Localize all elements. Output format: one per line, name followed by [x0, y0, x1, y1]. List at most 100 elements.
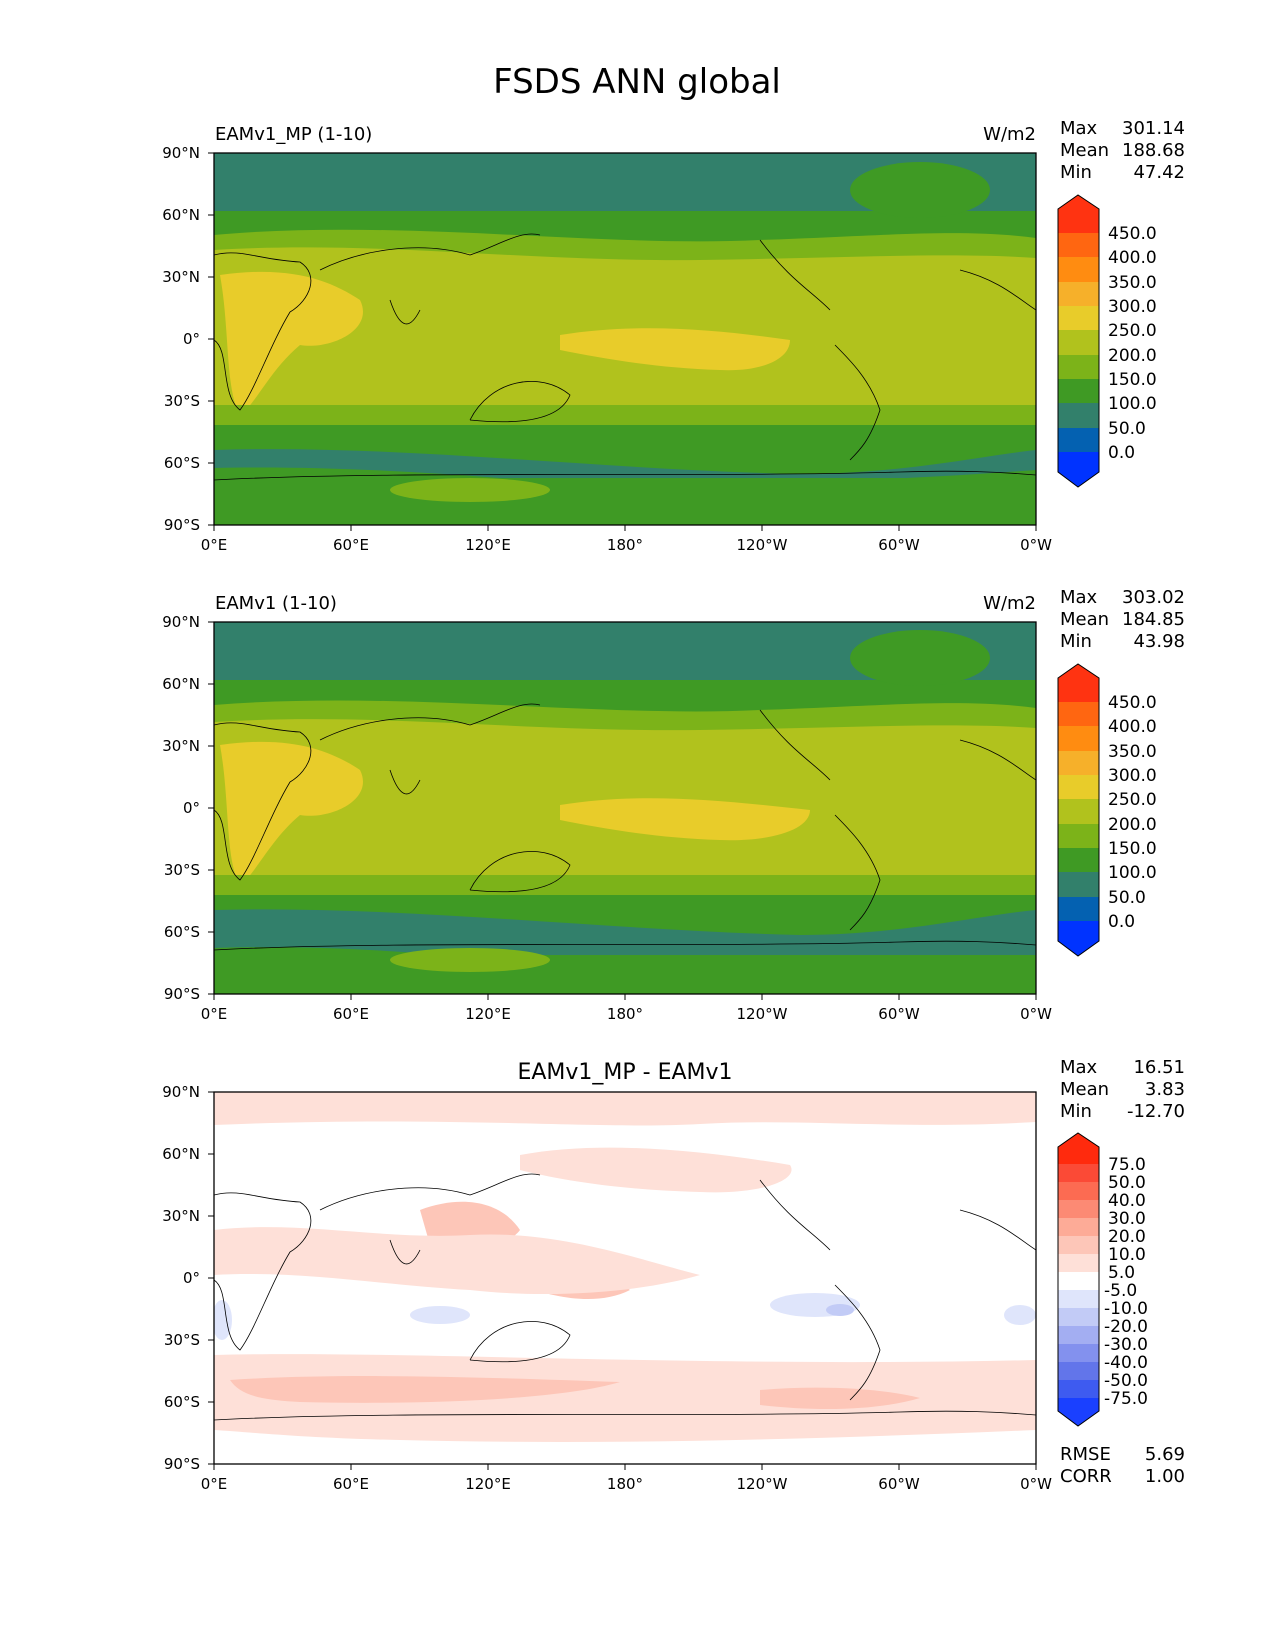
cb-top-tri: [1058, 1133, 1099, 1147]
panel-3-metrics: RMSE 5.69 CORR 1.00: [1060, 1444, 1185, 1487]
cb-top-tri: [1058, 195, 1099, 209]
ytick-label: 60°N: [162, 675, 200, 693]
stat-mean-label: Mean: [1060, 140, 1109, 161]
xtick-label: 180°: [607, 1005, 643, 1023]
cb-label: 150.0: [1108, 370, 1157, 390]
diff-blue-west: [214, 1300, 232, 1340]
diff-southern-band: [214, 1354, 1036, 1442]
ytick-label: 90°N: [162, 1083, 200, 1101]
cb-seg-9: [1058, 897, 1099, 921]
coastline: [214, 233, 1036, 481]
band-southern-1: [214, 405, 1036, 427]
cb-label: 0.0: [1108, 912, 1135, 932]
panel-3-yaxis: 90°N 60°N 30°N 0° 30°S 60°S 90°S: [162, 1083, 214, 1473]
cb-label: 30.0: [1108, 1209, 1146, 1229]
stat-mean-label: Mean: [1060, 609, 1109, 630]
ytick-label: 30°S: [164, 392, 200, 410]
stat-max-label: Max: [1060, 587, 1098, 608]
cb-outline: [1057, 194, 1100, 488]
cb-seg-1: [1058, 702, 1099, 727]
panel-2-units: W/m2: [983, 593, 1036, 614]
cb-label: -40.0: [1104, 1353, 1148, 1373]
ytick-label: 90°N: [162, 144, 200, 162]
cb-seg-7: [1058, 848, 1099, 873]
ytick-label: 60°S: [164, 1393, 200, 1411]
cb-seg-5: [1058, 799, 1099, 824]
figure-title: FSDS ANN global: [493, 62, 781, 102]
cb-label: 50.0: [1108, 1173, 1146, 1193]
cb-label: 300.0: [1108, 766, 1157, 786]
ytick-label: 60°S: [164, 454, 200, 472]
diff-blue-indian: [410, 1306, 470, 1324]
diff-arctic-pink: [214, 1092, 1036, 1126]
stat-max-value: 303.02: [1122, 587, 1185, 608]
cb-label: 350.0: [1108, 273, 1157, 293]
ytick-label: 90°S: [164, 516, 200, 534]
cb-seg-3: [1058, 751, 1099, 776]
cb-label: 20.0: [1108, 1227, 1146, 1247]
band-southern-ocean: [214, 909, 1036, 968]
panel-3-map: [214, 1092, 1036, 1464]
panel-1: EAMv1_MP (1-10) W/m2 90°N 60°N 30°N 0° 3…: [162, 118, 1185, 554]
xtick-label: 0°W: [1020, 1475, 1052, 1493]
ytick-label: 90°N: [162, 613, 200, 631]
cb-label: 5.0: [1108, 1263, 1135, 1283]
panel-1-map: [214, 153, 1036, 525]
cb-seg-2: [1058, 257, 1099, 282]
xtick-label: 0°W: [1020, 1005, 1052, 1023]
cb-seg-11: [1058, 1344, 1099, 1363]
panel-3-xaxis: 0°E 60°E 120°E 180° 120°W 60°W 0°W: [201, 1464, 1052, 1493]
ytick-label: 90°S: [164, 985, 200, 1003]
stat-max-label: Max: [1060, 1057, 1098, 1078]
ytick-label: 0°: [183, 799, 200, 817]
cb-seg-6: [1058, 355, 1099, 380]
band-pacific-yellow: [560, 328, 790, 371]
cb-seg-3: [1058, 282, 1099, 307]
greenland-patch: [850, 162, 990, 218]
cb-label: 400.0: [1108, 248, 1157, 268]
cb-seg-8: [1058, 872, 1099, 897]
panel-3-title: EAMv1_MP - EAMv1: [517, 1060, 732, 1085]
cb-label: 0.0: [1108, 443, 1135, 463]
cb-seg-10: [1058, 921, 1099, 941]
stat-max-value: 301.14: [1122, 118, 1185, 139]
coastline: [214, 1173, 1036, 1421]
ytick-label: 60°N: [162, 206, 200, 224]
cb-label: 150.0: [1108, 839, 1157, 859]
panel-1-units: W/m2: [983, 124, 1036, 145]
cb-bottom-tri: [1058, 941, 1099, 956]
cb-seg-8: [1058, 403, 1099, 428]
cb-seg-2: [1058, 1182, 1099, 1201]
xtick-label: 180°: [607, 536, 643, 554]
cb-seg-0: [1058, 209, 1099, 234]
xtick-label: 60°E: [333, 536, 369, 554]
ytick-label: 30°N: [162, 1207, 200, 1225]
stat-max-value: 16.51: [1133, 1057, 1185, 1078]
xtick-label: 60°E: [333, 1475, 369, 1493]
xtick-label: 120°W: [737, 536, 788, 554]
xtick-label: 60°W: [878, 1475, 920, 1493]
panel-2-map: [214, 622, 1036, 994]
band-southern-1: [214, 875, 1036, 897]
cb-bottom-tri: [1058, 472, 1099, 487]
ytick-label: 30°S: [164, 861, 200, 879]
stat-mean-value: 3.83: [1145, 1079, 1185, 1100]
stat-mean-value: 184.85: [1122, 609, 1185, 630]
diff-blue-atlantic: [1004, 1305, 1036, 1325]
stat-min-label: Min: [1060, 631, 1092, 652]
cb-seg-4: [1058, 306, 1099, 331]
antarctic-patch: [390, 948, 550, 972]
cb-seg-10: [1058, 1326, 1099, 1345]
diff-tropics-pink: [214, 1227, 700, 1295]
cb-seg-6: [1058, 1254, 1099, 1273]
panel-2: EAMv1 (1-10) W/m2 90°N 60°N 30°N 0° 30°S: [162, 587, 1185, 1023]
ytick-label: 30°N: [162, 268, 200, 286]
cb-top-tri: [1058, 664, 1099, 678]
cb-label: 300.0: [1108, 297, 1157, 317]
cb-label: 100.0: [1108, 394, 1157, 414]
cb-seg-1: [1058, 1164, 1099, 1183]
xtick-label: 0°E: [201, 536, 228, 554]
ytick-label: 60°N: [162, 1145, 200, 1163]
cb-seg-8: [1058, 1290, 1099, 1309]
cb-seg-5: [1058, 330, 1099, 355]
